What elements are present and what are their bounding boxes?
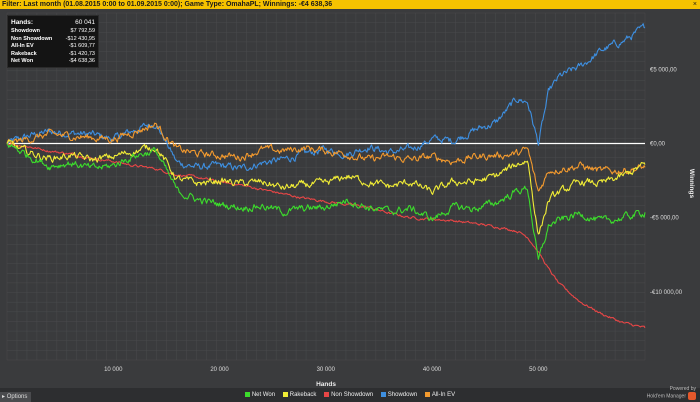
- filter-label: Filter: Last month (01.08.2015 0:00 to 0…: [2, 1, 333, 8]
- brand-logo: Powered by Hold'em Manager: [647, 386, 696, 400]
- filter-bar: Filter: Last month (01.08.2015 0:00 to 0…: [0, 0, 700, 9]
- stats-row-non-showdown: Non Showdown -$12 430,95: [11, 35, 95, 42]
- chart-legend: Net Won Rakeback Non Showdown Showdown A…: [0, 388, 700, 402]
- options-label: Options: [6, 394, 28, 400]
- legend-label: All-In EV: [431, 392, 456, 398]
- legend-label: Net Won: [251, 392, 276, 398]
- x-tick-label: 40 000: [423, 367, 442, 373]
- winnings-chart: 10 000 20 000 30 000 40 000 50 000 €5 000,00 €…: [6, 12, 695, 388]
- x-axis-label: Hands: [316, 381, 336, 388]
- series-line-showdown: [6, 23, 646, 171]
- stats-row-showdown: Showdown $7 792,59: [11, 28, 95, 34]
- options-button[interactable]: ▸ Options: [0, 392, 32, 402]
- legend-item-showdown[interactable]: Showdown: [380, 388, 418, 402]
- legend-item-non-showdown[interactable]: Non Showdown: [324, 388, 373, 402]
- series-line-net_won: [6, 143, 646, 260]
- x-tick-label: 20 000: [210, 367, 229, 373]
- legend-label: Non Showdown: [331, 392, 374, 398]
- x-tick-label: 50 000: [529, 367, 548, 373]
- series-line-rakeback: [6, 139, 646, 235]
- legend-item-rakeback[interactable]: Rakeback: [282, 388, 317, 402]
- y-tick-label: €5 000,00: [650, 67, 677, 73]
- series-line-all_in_ev: [6, 122, 646, 192]
- legend-swatch: [380, 391, 386, 397]
- legend-label: Rakeback: [289, 392, 317, 398]
- bottom-bar: [0, 388, 700, 402]
- brand-powered-by: Powered by: [669, 386, 696, 392]
- legend-swatch: [244, 391, 250, 397]
- x-tick-label: 30 000: [317, 367, 336, 373]
- x-tick-label: 10 000: [104, 367, 123, 373]
- brand-name: Hold'em Manager: [646, 393, 686, 400]
- stats-row-net-won: Net Won -$4 638,36: [11, 58, 95, 64]
- stats-panel: Hands: 60 041 Showdown $7 792,59 Non Showd…: [7, 15, 99, 68]
- holdem-manager-logo-icon: [688, 392, 696, 400]
- legend-item-net-won[interactable]: Net Won: [244, 388, 276, 402]
- close-filter-icon[interactable]: ×: [692, 1, 697, 8]
- series-line-non_showdown: [6, 142, 646, 329]
- legend-swatch: [282, 391, 288, 397]
- stats-row-hands: Hands: 60 041: [11, 19, 95, 26]
- y-axis-label: Winnings: [688, 169, 695, 199]
- legend-item-all-in-ev[interactable]: All-In EV: [424, 388, 456, 402]
- y-tick-label: -€10 000,00: [650, 290, 683, 296]
- y-tick-label: -€5 000,00: [650, 216, 679, 222]
- legend-swatch: [424, 391, 430, 397]
- stats-row-all-in-ev: All-In EV -$1 609,77: [11, 43, 95, 49]
- legend-label: Showdown: [387, 392, 418, 398]
- y-tick-label: €0,00: [650, 141, 666, 147]
- legend-swatch: [324, 391, 330, 397]
- stats-row-rakeback: Rakeback -$1 420,73: [11, 50, 95, 57]
